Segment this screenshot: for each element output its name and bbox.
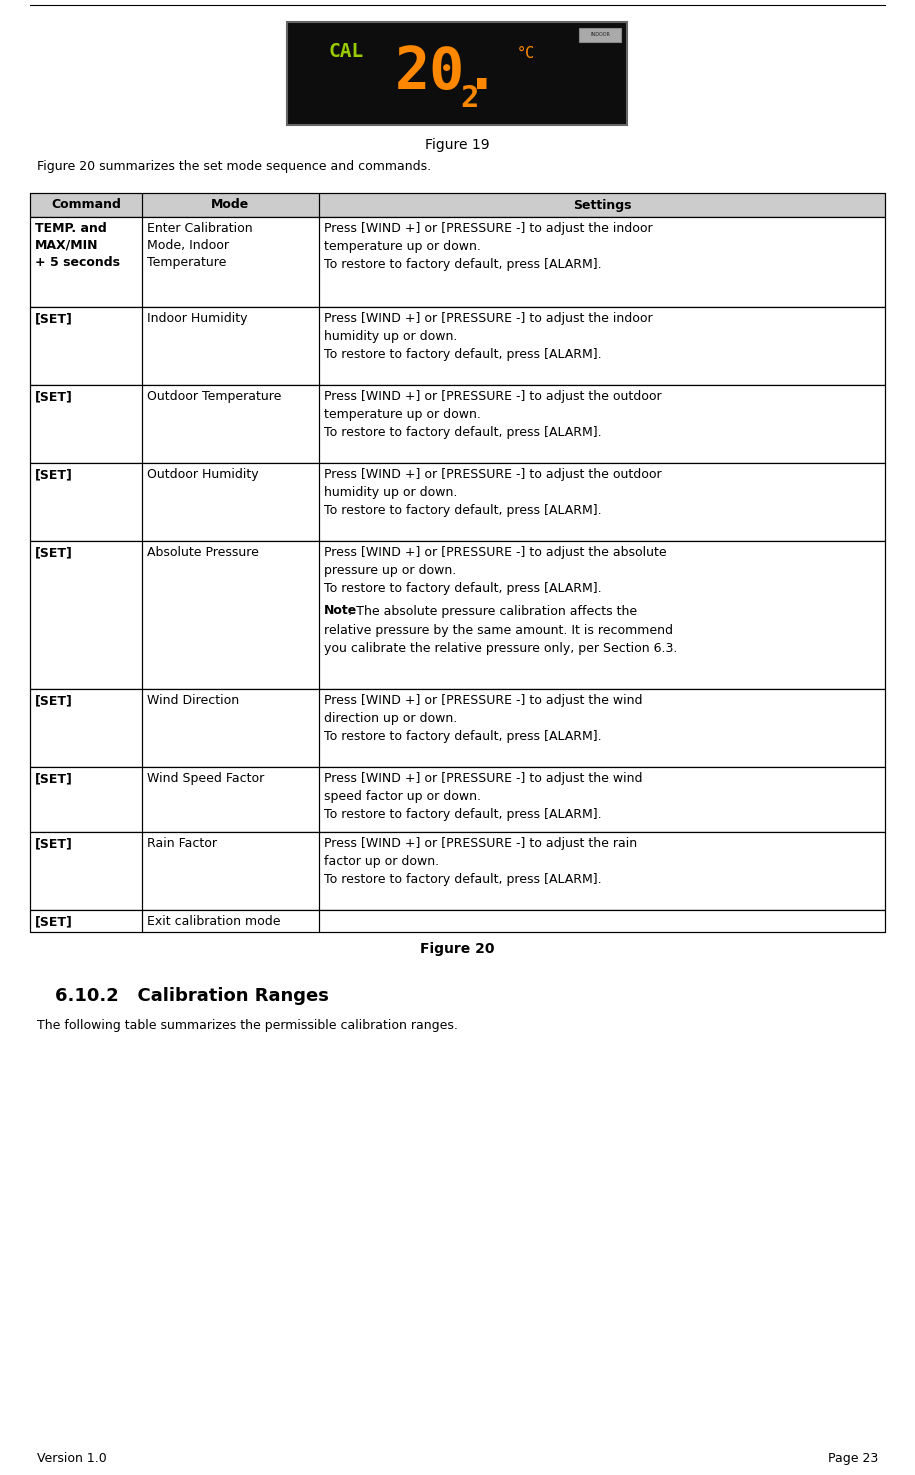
Text: 2: 2 [460, 84, 479, 114]
Text: Press [WIND +] or [PRESSURE -] to adjust the outdoor
temperature up or down.
To : Press [WIND +] or [PRESSURE -] to adjust… [324, 389, 662, 440]
Bar [142, 217, 319, 307]
Bar [287, 22, 627, 125]
Text: Exit calibration mode: Exit calibration mode [147, 914, 281, 928]
Text: [SET]: [SET] [35, 389, 73, 403]
Bar [319, 910, 885, 932]
Bar [30, 463, 142, 541]
Text: [SET]: [SET] [35, 695, 73, 707]
Bar [319, 832, 885, 910]
Text: Press [WIND +] or [PRESSURE -] to adjust the wind
direction up or down.
To resto: Press [WIND +] or [PRESSURE -] to adjust… [324, 695, 642, 743]
Text: Figure 20: Figure 20 [420, 943, 494, 956]
Bar [30, 193, 142, 217]
Bar [30, 385, 142, 463]
Bar [319, 463, 885, 541]
Bar [319, 689, 885, 767]
Text: INDOOR: INDOOR [590, 32, 610, 37]
Bar [142, 193, 319, 217]
Bar [30, 910, 142, 932]
Bar [319, 767, 885, 832]
Bar [30, 541, 142, 689]
Bar [319, 193, 885, 217]
Text: [SET]: [SET] [35, 313, 73, 324]
Bar [30, 217, 885, 307]
Text: [SET]: [SET] [35, 771, 73, 785]
Text: Press [WIND +] or [PRESSURE -] to adjust the absolute
pressure up or down.
To re: Press [WIND +] or [PRESSURE -] to adjust… [324, 546, 667, 594]
Text: The following table summarizes the permissible calibration ranges.: The following table summarizes the permi… [37, 1019, 458, 1032]
Text: [SET]: [SET] [35, 546, 73, 559]
Bar [319, 307, 885, 385]
Text: Figure 19: Figure 19 [425, 139, 490, 152]
Text: Press [WIND +] or [PRESSURE -] to adjust the indoor
temperature up or down.
To r: Press [WIND +] or [PRESSURE -] to adjust… [324, 223, 652, 271]
Bar [319, 385, 885, 463]
Text: Command: Command [51, 199, 121, 211]
Text: : The absolute pressure calibration affects the: : The absolute pressure calibration affe… [348, 605, 637, 618]
Text: [SET]: [SET] [35, 914, 73, 928]
Text: Wind Speed Factor: Wind Speed Factor [147, 771, 264, 785]
Bar [30, 689, 885, 767]
Bar [30, 767, 142, 832]
Text: Enter Calibration
Mode, Indoor
Temperature: Enter Calibration Mode, Indoor Temperatu… [147, 223, 253, 268]
Text: Absolute Pressure: Absolute Pressure [147, 546, 259, 559]
Text: relative pressure by the same amount. It is recommend
you calibrate the relative: relative pressure by the same amount. It… [324, 624, 677, 655]
Text: Mode: Mode [211, 199, 250, 211]
Bar [142, 832, 319, 910]
Text: Note: Note [324, 605, 357, 618]
Text: Press [WIND +] or [PRESSURE -] to adjust the outdoor
humidity up or down.
To res: Press [WIND +] or [PRESSURE -] to adjust… [324, 468, 662, 518]
Text: 6.10.2   Calibration Ranges: 6.10.2 Calibration Ranges [55, 987, 328, 1004]
Bar [142, 689, 319, 767]
Bar [30, 832, 885, 910]
Bar [30, 385, 885, 463]
Text: Outdoor Humidity: Outdoor Humidity [147, 468, 259, 481]
Bar [30, 910, 885, 932]
Bar [30, 307, 142, 385]
Text: [SET]: [SET] [35, 468, 73, 481]
Text: CAL: CAL [329, 41, 364, 60]
Text: Page 23: Page 23 [828, 1451, 878, 1465]
Bar [30, 193, 885, 217]
Bar [142, 307, 319, 385]
Bar [30, 307, 885, 385]
Bar [30, 767, 885, 832]
Text: [SET]: [SET] [35, 836, 73, 850]
Bar [579, 28, 621, 41]
Text: Settings: Settings [573, 199, 631, 211]
Text: Outdoor Temperature: Outdoor Temperature [147, 389, 282, 403]
Bar [30, 541, 885, 689]
Text: 20.: 20. [394, 44, 500, 100]
Text: Press [WIND +] or [PRESSURE -] to adjust the rain
factor up or down.
To restore : Press [WIND +] or [PRESSURE -] to adjust… [324, 836, 637, 886]
Bar [142, 767, 319, 832]
Text: °C: °C [517, 46, 535, 60]
Text: Version 1.0: Version 1.0 [37, 1451, 107, 1465]
Text: Wind Direction: Wind Direction [147, 695, 239, 707]
Bar [30, 217, 142, 307]
Text: Rain Factor: Rain Factor [147, 836, 217, 850]
Text: TEMP. and
MAX/MIN
+ 5 seconds: TEMP. and MAX/MIN + 5 seconds [35, 223, 120, 268]
Text: Figure 20 summarizes the set mode sequence and commands.: Figure 20 summarizes the set mode sequen… [37, 159, 431, 173]
Bar [142, 541, 319, 689]
Text: Press [WIND +] or [PRESSURE -] to adjust the wind
speed factor up or down.
To re: Press [WIND +] or [PRESSURE -] to adjust… [324, 771, 642, 822]
Bar [319, 217, 885, 307]
Bar [30, 463, 885, 541]
Bar [142, 463, 319, 541]
Text: Press [WIND +] or [PRESSURE -] to adjust the indoor
humidity up or down.
To rest: Press [WIND +] or [PRESSURE -] to adjust… [324, 313, 652, 361]
Bar [30, 832, 142, 910]
Bar [319, 541, 885, 689]
Bar [30, 689, 142, 767]
Bar [142, 385, 319, 463]
Text: Indoor Humidity: Indoor Humidity [147, 313, 247, 324]
Bar [142, 910, 319, 932]
